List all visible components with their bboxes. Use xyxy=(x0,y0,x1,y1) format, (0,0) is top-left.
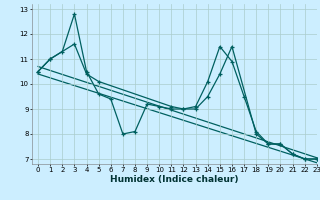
X-axis label: Humidex (Indice chaleur): Humidex (Indice chaleur) xyxy=(110,175,239,184)
